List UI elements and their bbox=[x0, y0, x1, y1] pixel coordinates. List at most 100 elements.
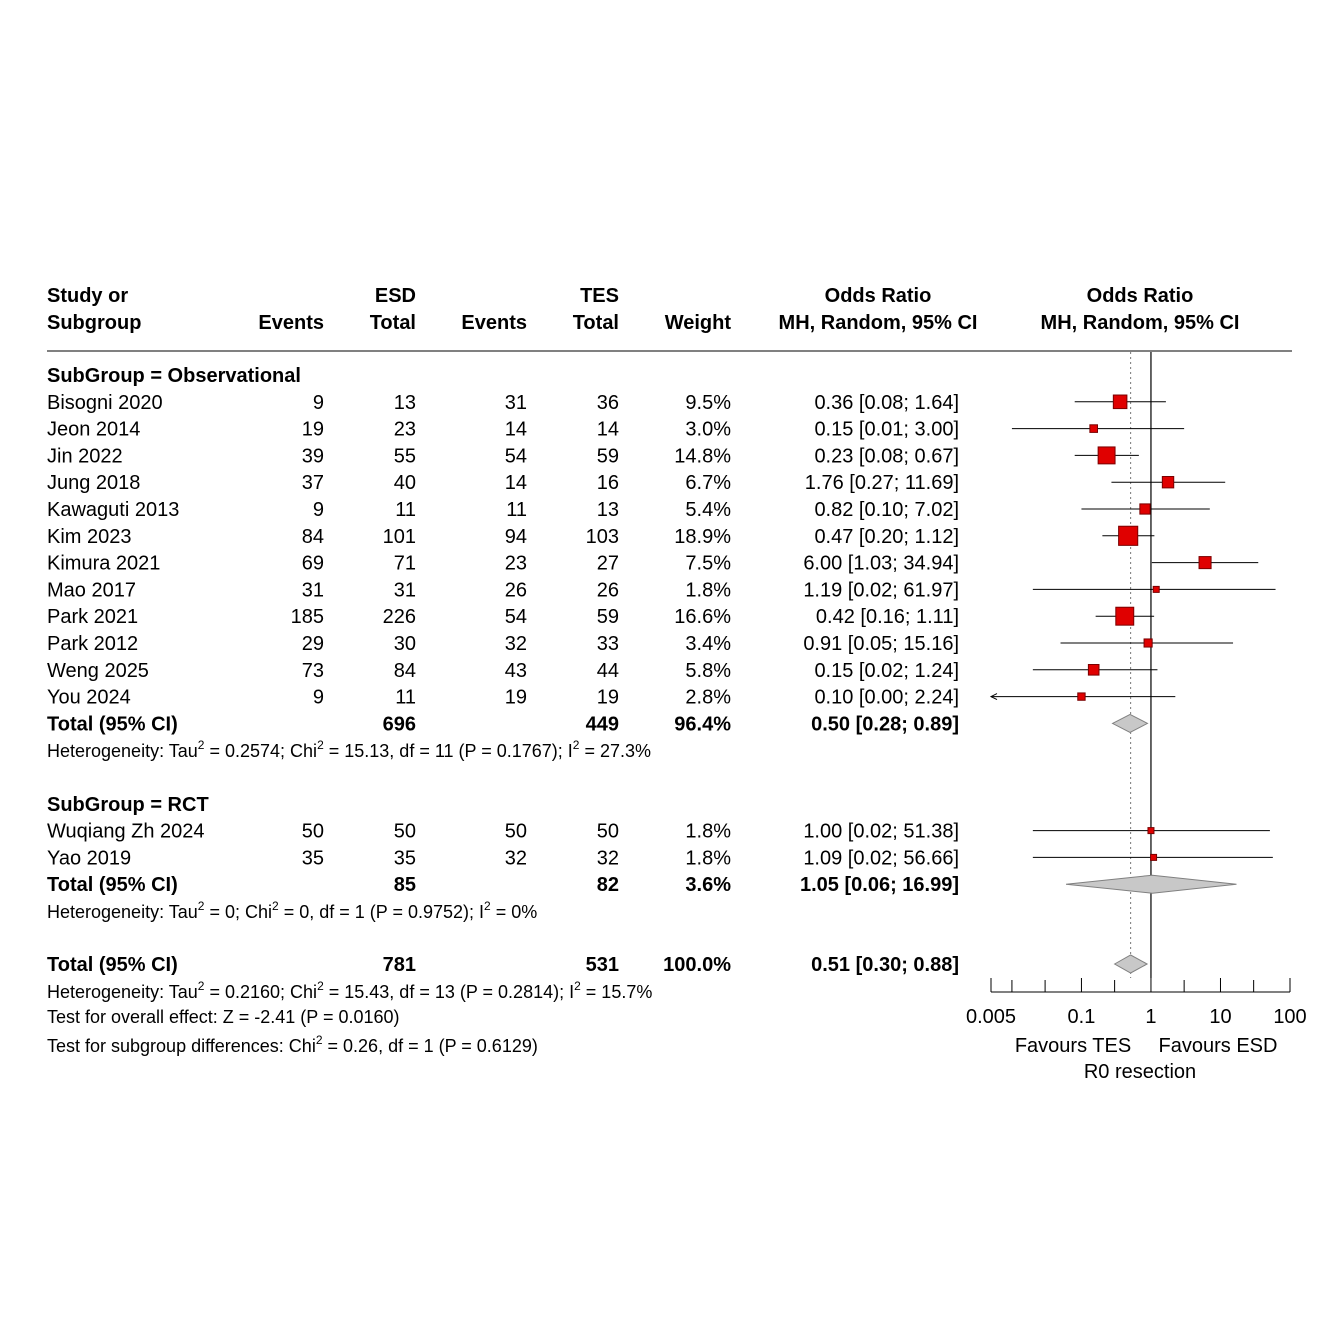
tes-events: 26 bbox=[505, 579, 527, 601]
study-effect-square bbox=[1115, 606, 1135, 626]
overall-total-label: Total (95% CI) bbox=[47, 954, 178, 976]
overall-effect-test: Test for overall effect: Z = -2.41 (P = … bbox=[47, 1007, 400, 1027]
esd-total: 23 bbox=[394, 419, 416, 441]
superscript: 2 bbox=[316, 1033, 323, 1047]
text-segment: Heterogeneity: Tau bbox=[47, 902, 198, 922]
text-segment: = 0% bbox=[491, 902, 538, 922]
esd-events: 69 bbox=[302, 553, 324, 575]
study-weight: 5.8% bbox=[685, 660, 731, 682]
study-name: You 2024 bbox=[47, 687, 131, 709]
header-esd-group: ESD bbox=[375, 285, 416, 307]
study-weight: 1.8% bbox=[685, 847, 731, 869]
tes-total: 26 bbox=[597, 579, 619, 601]
subgroup-label: SubGroup = Observational bbox=[47, 365, 301, 387]
header-or-title: Odds Ratio bbox=[825, 285, 932, 307]
study-name: Bisogni 2020 bbox=[47, 392, 163, 414]
study-weight: 18.9% bbox=[674, 526, 731, 548]
tes-total: 14 bbox=[597, 419, 619, 441]
study-effect-square bbox=[1097, 446, 1116, 465]
study-effect-square bbox=[1112, 394, 1128, 410]
header-esd-total: Total bbox=[370, 312, 416, 334]
study-effect-square bbox=[1161, 476, 1175, 489]
tes-total: 36 bbox=[597, 392, 619, 414]
study-name: Yao 2019 bbox=[47, 847, 131, 869]
overall-total-or-ci: 0.51 [0.30; 0.88] bbox=[811, 954, 959, 976]
tes-total: 16 bbox=[597, 472, 619, 494]
tes-events: 14 bbox=[505, 419, 527, 441]
tes-total: 13 bbox=[597, 499, 619, 521]
text-segment: = 0.2574; Chi bbox=[204, 741, 317, 761]
header-plot-method: MH, Random, 95% CI bbox=[1041, 312, 1240, 334]
study-weight: 3.0% bbox=[685, 419, 731, 441]
superscript: 2 bbox=[317, 979, 324, 993]
study-or-ci: 0.15 [0.02; 1.24] bbox=[814, 660, 959, 682]
text-segment: = 0.2160; Chi bbox=[204, 982, 317, 1002]
esd-events: 39 bbox=[302, 445, 324, 467]
ci-truncation-arrow bbox=[989, 693, 998, 701]
study-or-ci: 0.23 [0.08; 0.67] bbox=[814, 445, 959, 467]
esd-total: 55 bbox=[394, 445, 416, 467]
study-or-ci: 0.15 [0.01; 3.00] bbox=[814, 419, 959, 441]
study-or-ci: 0.91 [0.05; 15.16] bbox=[803, 633, 959, 655]
tes-events: 32 bbox=[505, 633, 527, 655]
overall-total-weight: 100.0% bbox=[663, 954, 731, 976]
text-segment: = 15.43, df = 13 (P = 0.2814); I bbox=[324, 982, 574, 1002]
study-name: Kawaguti 2013 bbox=[47, 499, 179, 521]
study-effect-square bbox=[1147, 827, 1155, 835]
study-weight: 3.4% bbox=[685, 633, 731, 655]
esd-total: 11 bbox=[395, 499, 416, 521]
esd-total: 50 bbox=[394, 821, 416, 843]
esd-total: 30 bbox=[394, 633, 416, 655]
tes-total: 59 bbox=[597, 445, 619, 467]
study-effect-square bbox=[1089, 424, 1098, 433]
x-axis-tick-label: 0.1 bbox=[1068, 1006, 1096, 1028]
study-weight: 14.8% bbox=[674, 445, 731, 467]
study-weight: 9.5% bbox=[685, 392, 731, 414]
x-axis-tick-label: 10 bbox=[1209, 1006, 1231, 1028]
study-or-ci: 0.47 [0.20; 1.12] bbox=[814, 526, 959, 548]
superscript: 2 bbox=[198, 738, 205, 752]
study-or-ci: 1.19 [0.02; 61.97] bbox=[803, 579, 959, 601]
esd-total: 226 bbox=[383, 606, 416, 628]
superscript: 2 bbox=[574, 979, 581, 993]
esd-events: 84 bbox=[302, 526, 324, 548]
subgroup-total-esd: 696 bbox=[383, 713, 416, 735]
esd-events: 19 bbox=[302, 419, 324, 441]
superscript: 2 bbox=[317, 738, 324, 752]
x-axis-tick-label: 100 bbox=[1273, 1006, 1306, 1028]
study-name: Kimura 2021 bbox=[47, 553, 160, 575]
subgroup-total-weight: 96.4% bbox=[674, 713, 731, 735]
tes-total: 27 bbox=[597, 553, 619, 575]
study-weight: 7.5% bbox=[685, 553, 731, 575]
text-segment: = 0; Chi bbox=[204, 902, 272, 922]
text-segment: = 0, df = 1 (P = 0.9752); I bbox=[279, 902, 484, 922]
study-or-ci: 0.82 [0.10; 7.02] bbox=[814, 499, 959, 521]
tes-events: 19 bbox=[505, 687, 527, 709]
superscript: 2 bbox=[484, 899, 491, 913]
subgroup-total-label: Total (95% CI) bbox=[47, 713, 178, 735]
x-axis-tick-label: 1 bbox=[1145, 1006, 1156, 1028]
esd-total: 35 bbox=[394, 847, 416, 869]
esd-events: 37 bbox=[302, 472, 324, 494]
overall-heterogeneity: Heterogeneity: Tau2 = 0.2160; Chi2 = 15.… bbox=[47, 979, 652, 1002]
subgroup-total-weight: 3.6% bbox=[685, 874, 731, 896]
study-effect-square bbox=[1152, 585, 1160, 593]
study-or-ci: 1.00 [0.02; 51.38] bbox=[803, 821, 959, 843]
tes-total: 33 bbox=[597, 633, 619, 655]
subgroup-label: SubGroup = RCT bbox=[47, 794, 209, 816]
text-segment: = 27.3% bbox=[579, 741, 651, 761]
text-segment: Heterogeneity: Tau bbox=[47, 982, 198, 1002]
esd-total: 40 bbox=[394, 472, 416, 494]
study-name: Park 2012 bbox=[47, 633, 138, 655]
tes-total: 103 bbox=[586, 526, 619, 548]
esd-events: 9 bbox=[313, 687, 324, 709]
tes-events: 54 bbox=[505, 606, 527, 628]
esd-total: 31 bbox=[394, 579, 416, 601]
tes-total: 50 bbox=[597, 821, 619, 843]
esd-total: 84 bbox=[394, 660, 416, 682]
tes-events: 31 bbox=[505, 392, 527, 414]
overall-total-esd: 781 bbox=[383, 954, 416, 976]
subgroup-heterogeneity: Heterogeneity: Tau2 = 0; Chi2 = 0, df = … bbox=[47, 899, 537, 922]
study-effect-square bbox=[1150, 853, 1158, 861]
superscript: 2 bbox=[573, 738, 580, 752]
